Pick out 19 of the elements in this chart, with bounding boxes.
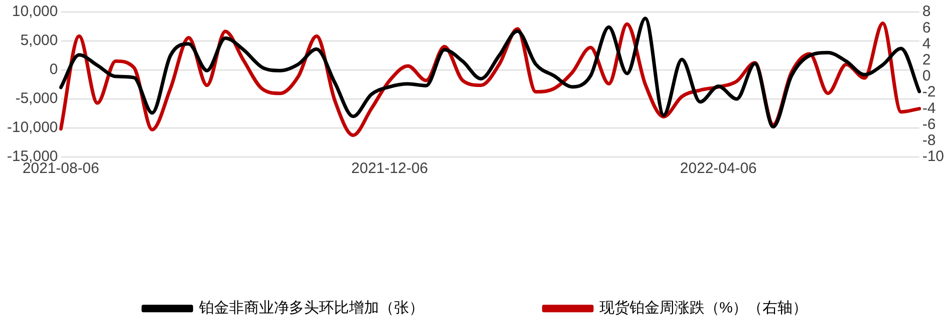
x-tick-label: 2022-04-06 xyxy=(680,160,757,178)
y2-tick-label: -8 xyxy=(922,132,936,150)
y-tick-label: -5,000 xyxy=(15,90,58,108)
y2-tick-label: 8 xyxy=(922,3,931,20)
y-tick-label: 0 xyxy=(50,61,58,78)
y2-tick-label: -10 xyxy=(922,148,944,166)
y2-tick-label: 4 xyxy=(922,35,931,52)
y2-tick-label: 2 xyxy=(922,51,931,68)
y2-tick-label: 6 xyxy=(922,19,931,36)
y2-tick-label: -2 xyxy=(922,84,936,101)
y2-tick-label: -6 xyxy=(922,116,936,133)
y-tick-label: -10,000 xyxy=(7,119,58,136)
y2-tick-label: 0 xyxy=(922,68,931,85)
y-tick-label: 10,000 xyxy=(12,3,58,20)
y-tick-label: 5,000 xyxy=(20,32,58,50)
x-tick-label: 2021-12-06 xyxy=(351,160,428,178)
y2-tick-label: -4 xyxy=(922,100,936,117)
legend-label: 铂金非商业净多头环比增加（张） xyxy=(198,300,424,317)
legend-label: 现货铂金周涨跌（%）（右轴） xyxy=(599,300,808,317)
